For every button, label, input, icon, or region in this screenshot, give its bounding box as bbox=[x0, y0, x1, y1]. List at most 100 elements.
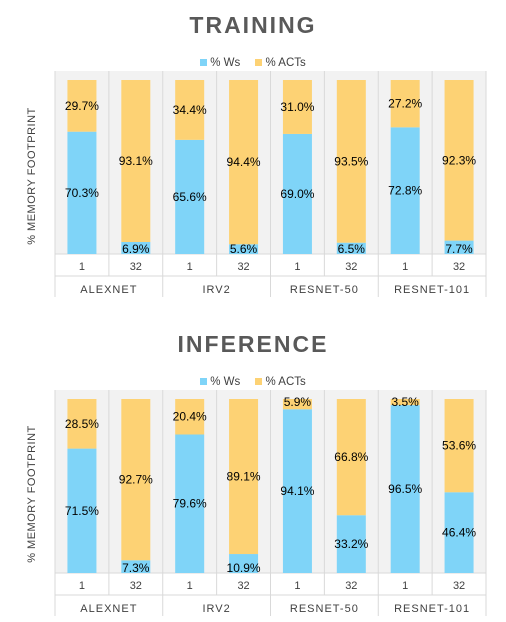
data-label-acts: 3.5% bbox=[392, 395, 420, 409]
bar-acts bbox=[121, 399, 151, 561]
data-label-acts: 93.5% bbox=[334, 154, 368, 168]
bar-ws bbox=[121, 241, 151, 254]
legend-item-acts: % ACTs bbox=[255, 57, 306, 69]
bar-acts bbox=[282, 399, 312, 410]
category-tick-label: 32 bbox=[453, 580, 465, 592]
category-tick-label: 1 bbox=[402, 580, 408, 592]
category-tick-label: 1 bbox=[402, 261, 408, 273]
data-label-ws: 10.9% bbox=[227, 561, 261, 575]
data-label-acts: 28.5% bbox=[65, 417, 99, 431]
data-label-ws: 6.5% bbox=[338, 242, 366, 256]
bar-acts bbox=[390, 399, 420, 406]
legend-item-ws: % Ws bbox=[200, 376, 240, 388]
bar-ws bbox=[390, 405, 420, 573]
group-label: ALEXNET bbox=[80, 603, 137, 615]
legend: % Ws % ACTs bbox=[0, 376, 506, 388]
data-label-ws: 65.6% bbox=[173, 190, 207, 204]
legend-item-ws: % Ws bbox=[200, 57, 240, 69]
data-label-ws: 70.3% bbox=[65, 186, 99, 200]
data-label-acts: 94.4% bbox=[227, 155, 261, 169]
group-label: IRV2 bbox=[202, 603, 230, 615]
group-label: RESNET-50 bbox=[290, 284, 359, 296]
bar-acts bbox=[229, 399, 259, 555]
data-label-acts: 31.0% bbox=[280, 100, 314, 114]
data-label-ws: 6.9% bbox=[122, 242, 150, 256]
data-label-acts: 92.3% bbox=[442, 153, 476, 167]
legend-swatch-acts bbox=[255, 378, 263, 386]
category-tick-label: 32 bbox=[130, 261, 142, 273]
category-tick-label: 32 bbox=[237, 261, 249, 273]
data-label-acts: 5.9% bbox=[284, 395, 312, 409]
data-label-acts: 34.4% bbox=[173, 103, 207, 117]
legend-label-acts: % ACTs bbox=[265, 376, 306, 388]
data-label-ws: 7.3% bbox=[122, 561, 150, 575]
data-label-acts: 89.1% bbox=[227, 470, 261, 484]
data-label-ws: 46.4% bbox=[442, 526, 476, 540]
category-tick-label: 1 bbox=[187, 261, 193, 273]
bar-ws bbox=[444, 492, 474, 573]
data-label-acts: 53.6% bbox=[442, 439, 476, 453]
category-tick-label: 32 bbox=[345, 580, 357, 592]
data-label-acts: 20.4% bbox=[173, 410, 207, 424]
bar-ws bbox=[229, 554, 259, 573]
legend-label-acts: % ACTs bbox=[265, 57, 306, 69]
bar-ws bbox=[175, 434, 205, 573]
bar-ws bbox=[336, 515, 366, 573]
data-label-ws: 94.1% bbox=[280, 484, 314, 498]
bar-ws bbox=[282, 133, 312, 254]
legend: % Ws % ACTs bbox=[0, 57, 506, 69]
category-tick-label: 1 bbox=[294, 580, 300, 592]
category-tick-label: 32 bbox=[453, 261, 465, 273]
bar-ws bbox=[67, 131, 97, 254]
group-label: RESNET-101 bbox=[394, 603, 470, 615]
category-tick-label: 1 bbox=[294, 261, 300, 273]
data-label-ws: 33.2% bbox=[334, 537, 368, 551]
data-label-acts: 29.7% bbox=[65, 99, 99, 113]
data-label-ws: 69.0% bbox=[280, 187, 314, 201]
group-label: RESNET-101 bbox=[394, 284, 470, 296]
category-tick-label: 1 bbox=[79, 580, 85, 592]
bar-acts bbox=[67, 399, 97, 449]
bar-acts bbox=[390, 80, 420, 128]
group-label: IRV2 bbox=[202, 284, 230, 296]
data-label-ws: 79.6% bbox=[173, 497, 207, 511]
data-label-ws: 71.5% bbox=[65, 504, 99, 518]
category-tick-label: 1 bbox=[79, 261, 85, 273]
data-label-acts: 93.1% bbox=[119, 154, 153, 168]
bar-acts bbox=[282, 80, 312, 134]
chart-title: INFERENCE bbox=[177, 331, 329, 357]
data-label-acts: 27.2% bbox=[388, 97, 422, 111]
legend-item-acts: % ACTs bbox=[255, 376, 306, 388]
group-label: ALEXNET bbox=[80, 284, 137, 296]
bar-acts bbox=[444, 80, 474, 241]
category-tick-label: 32 bbox=[130, 580, 142, 592]
legend-swatch-acts bbox=[255, 59, 263, 67]
bar-acts bbox=[175, 80, 205, 140]
data-label-ws: 96.5% bbox=[388, 482, 422, 496]
bar-acts bbox=[67, 80, 97, 132]
data-label-ws: 7.7% bbox=[445, 242, 473, 256]
bar-acts bbox=[121, 80, 151, 242]
data-label-acts: 92.7% bbox=[119, 473, 153, 487]
legend-label-ws: % Ws bbox=[210, 57, 241, 69]
data-label-ws: 5.6% bbox=[230, 242, 258, 256]
data-label-acts: 66.8% bbox=[334, 450, 368, 464]
legend-label-ws: % Ws bbox=[210, 376, 241, 388]
bar-acts bbox=[175, 399, 205, 435]
category-tick-label: 32 bbox=[237, 580, 249, 592]
bar-acts bbox=[444, 399, 474, 493]
bar-ws bbox=[121, 560, 151, 573]
data-label-ws: 72.8% bbox=[388, 184, 422, 198]
category-tick-label: 1 bbox=[187, 580, 193, 592]
bar-acts bbox=[336, 80, 366, 243]
legend-swatch-ws bbox=[200, 59, 208, 67]
bar-ws bbox=[67, 448, 97, 573]
chart-title: TRAINING bbox=[189, 12, 317, 38]
bar-ws bbox=[175, 139, 205, 254]
group-label: RESNET-50 bbox=[290, 603, 359, 615]
bar-ws bbox=[229, 244, 259, 254]
training-chart: 70.3% 29.7% 1 6.9% 93.1% 32 ALEXNET 65.6% 34.4% 1… bbox=[54, 71, 487, 297]
bar-acts bbox=[229, 80, 259, 245]
bar-acts bbox=[336, 399, 366, 516]
